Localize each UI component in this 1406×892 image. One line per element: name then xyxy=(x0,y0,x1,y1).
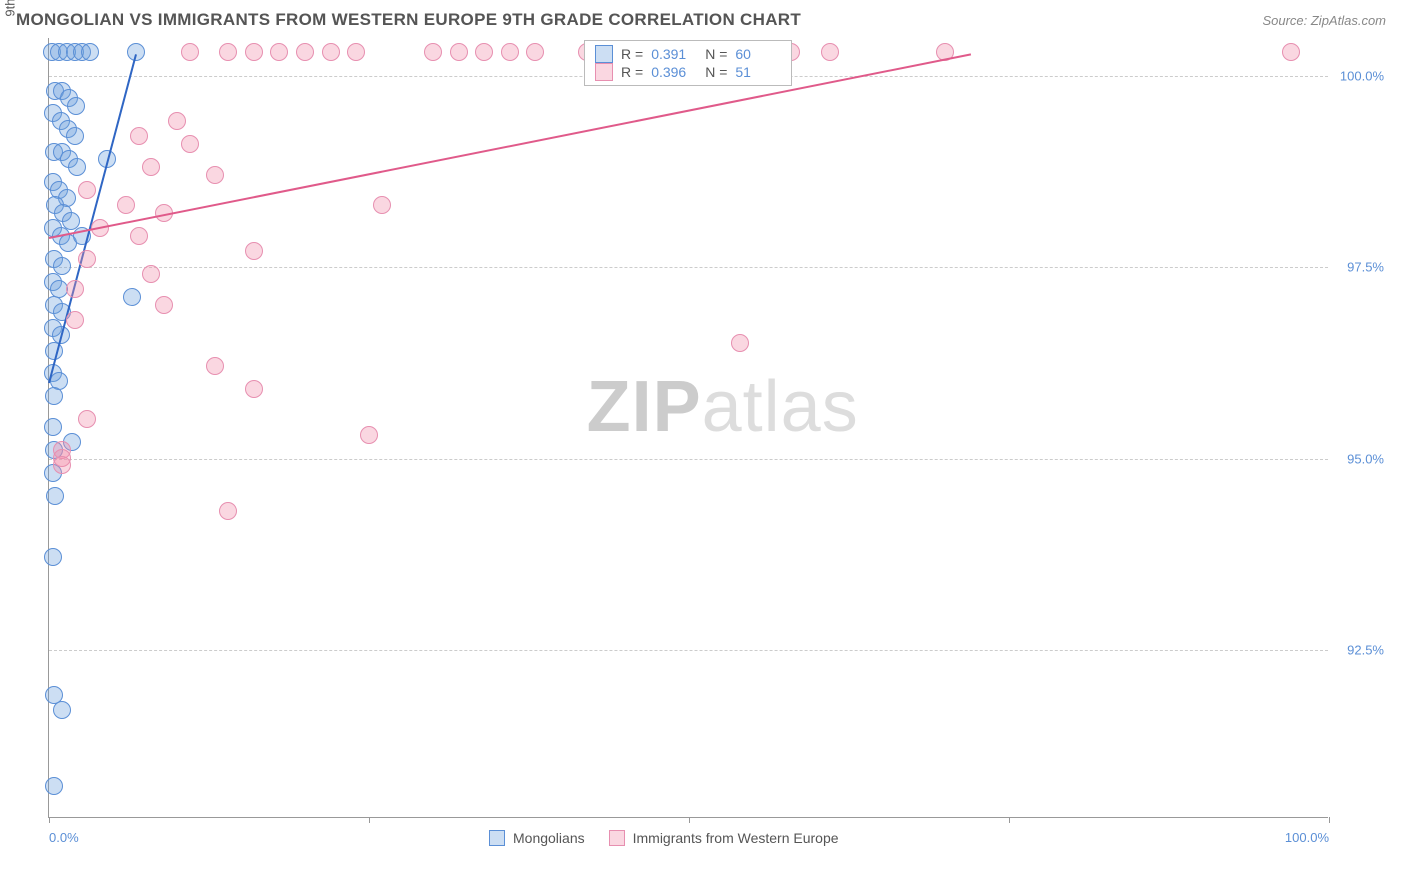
x-tick xyxy=(369,817,370,823)
legend-label: Immigrants from Western Europe xyxy=(633,830,839,846)
y-tick-label: 95.0% xyxy=(1347,451,1384,466)
scatter-point xyxy=(206,357,224,375)
scatter-point xyxy=(66,127,84,145)
scatter-point xyxy=(475,43,493,61)
legend-swatch xyxy=(595,63,613,81)
scatter-point xyxy=(53,701,71,719)
correlation-legend: R = 0.391 N = 60 R = 0.396 N = 51 xyxy=(584,40,792,86)
scatter-point xyxy=(78,181,96,199)
x-tick xyxy=(689,817,690,823)
gridline xyxy=(49,459,1328,460)
x-tick xyxy=(1009,817,1010,823)
scatter-point xyxy=(130,227,148,245)
legend-swatch xyxy=(489,830,505,846)
x-tick-label: 0.0% xyxy=(49,830,79,845)
scatter-point xyxy=(245,43,263,61)
chart-header: MONGOLIAN VS IMMIGRANTS FROM WESTERN EUR… xyxy=(0,0,1406,38)
legend-n-label: N = xyxy=(705,64,727,80)
legend-swatch xyxy=(609,830,625,846)
scatter-point xyxy=(1282,43,1300,61)
legend-r-value: 0.391 xyxy=(651,46,697,62)
scatter-point xyxy=(245,380,263,398)
legend-label: Mongolians xyxy=(513,830,585,846)
scatter-point xyxy=(78,250,96,268)
y-axis-label: 9th Grade xyxy=(3,0,18,17)
gridline xyxy=(49,267,1328,268)
legend-r-value: 0.396 xyxy=(651,64,697,80)
watermark-light: atlas xyxy=(702,367,859,447)
scatter-point xyxy=(296,43,314,61)
scatter-point xyxy=(501,43,519,61)
scatter-point xyxy=(44,418,62,436)
x-tick xyxy=(49,817,50,823)
scatter-point xyxy=(245,242,263,260)
scatter-point xyxy=(731,334,749,352)
scatter-point xyxy=(66,311,84,329)
legend-swatch xyxy=(595,45,613,63)
y-tick-label: 92.5% xyxy=(1347,642,1384,657)
scatter-point xyxy=(373,196,391,214)
scatter-point xyxy=(206,166,224,184)
legend-item: Mongolians xyxy=(489,830,585,846)
scatter-point xyxy=(450,43,468,61)
watermark: ZIPatlas xyxy=(587,366,859,448)
scatter-point xyxy=(46,487,64,505)
plot-area: ZIPatlas 92.5%95.0%97.5%100.0%0.0%100.0%… xyxy=(48,38,1328,818)
scatter-point xyxy=(66,280,84,298)
scatter-point xyxy=(67,97,85,115)
scatter-point xyxy=(44,548,62,566)
legend-n-value: 51 xyxy=(735,64,781,80)
legend-n-label: N = xyxy=(705,46,727,62)
scatter-point xyxy=(424,43,442,61)
scatter-point xyxy=(219,43,237,61)
scatter-point xyxy=(347,43,365,61)
scatter-point xyxy=(117,196,135,214)
scatter-point xyxy=(127,43,145,61)
legend-item: Immigrants from Western Europe xyxy=(609,830,839,846)
scatter-point xyxy=(142,265,160,283)
scatter-point xyxy=(78,410,96,428)
watermark-bold: ZIP xyxy=(587,367,702,447)
scatter-point xyxy=(322,43,340,61)
legend-r-label: R = xyxy=(621,46,643,62)
scatter-point xyxy=(181,135,199,153)
scatter-point xyxy=(68,158,86,176)
x-tick-label: 100.0% xyxy=(1285,830,1329,845)
legend-r-label: R = xyxy=(621,64,643,80)
scatter-point xyxy=(45,777,63,795)
scatter-point xyxy=(526,43,544,61)
scatter-point xyxy=(53,456,71,474)
y-tick-label: 100.0% xyxy=(1340,69,1384,84)
gridline xyxy=(49,650,1328,651)
scatter-point xyxy=(123,288,141,306)
scatter-point xyxy=(81,43,99,61)
chart-source: Source: ZipAtlas.com xyxy=(1262,13,1386,28)
scatter-point xyxy=(142,158,160,176)
scatter-point xyxy=(168,112,186,130)
scatter-point xyxy=(270,43,288,61)
scatter-point xyxy=(181,43,199,61)
scatter-point xyxy=(821,43,839,61)
legend-row: R = 0.396 N = 51 xyxy=(595,63,781,81)
scatter-point xyxy=(130,127,148,145)
scatter-point xyxy=(45,387,63,405)
scatter-point xyxy=(155,296,173,314)
scatter-point xyxy=(360,426,378,444)
x-tick xyxy=(1329,817,1330,823)
y-tick-label: 97.5% xyxy=(1347,260,1384,275)
scatter-point xyxy=(219,502,237,520)
legend-row: R = 0.391 N = 60 xyxy=(595,45,781,63)
chart-title: MONGOLIAN VS IMMIGRANTS FROM WESTERN EUR… xyxy=(16,10,801,30)
legend-n-value: 60 xyxy=(735,46,781,62)
series-legend: Mongolians Immigrants from Western Europe xyxy=(489,830,839,846)
